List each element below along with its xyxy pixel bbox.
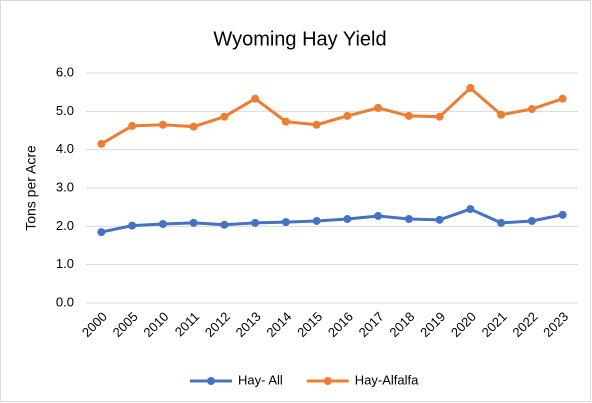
chart-title: Wyoming Hay Yield xyxy=(213,28,386,50)
data-point xyxy=(558,210,567,219)
y-tick-label: 1.0 xyxy=(56,256,74,271)
legend-marker xyxy=(323,377,332,385)
data-point xyxy=(97,139,106,148)
data-point xyxy=(189,218,198,227)
data-point xyxy=(251,94,260,103)
y-tick-label: 5.0 xyxy=(56,103,74,118)
data-point xyxy=(435,215,444,224)
data-point xyxy=(220,220,229,229)
y-axis-label: Tons per Acre xyxy=(23,145,39,231)
data-point xyxy=(281,117,290,126)
y-tick-label: 4.0 xyxy=(56,141,74,156)
y-tick-label: 2.0 xyxy=(56,218,74,233)
data-point xyxy=(497,110,506,119)
data-point xyxy=(404,111,413,120)
data-point xyxy=(220,112,229,121)
data-point xyxy=(158,220,167,229)
data-point xyxy=(497,218,506,227)
legend-label: Hay- All xyxy=(238,372,283,387)
data-point xyxy=(189,122,198,131)
data-point xyxy=(374,211,383,220)
data-point xyxy=(343,111,352,120)
data-point xyxy=(558,94,567,103)
data-point xyxy=(404,215,413,224)
series-line xyxy=(100,86,564,146)
data-point xyxy=(343,215,352,224)
data-point xyxy=(374,103,383,112)
data-point xyxy=(158,120,167,129)
data-point xyxy=(281,218,290,227)
data-point xyxy=(128,221,137,230)
y-tick-label: 3.0 xyxy=(56,179,74,194)
data-point xyxy=(312,120,321,129)
y-tick-label: 0.0 xyxy=(56,294,74,309)
data-point xyxy=(128,121,137,130)
data-point xyxy=(97,228,106,237)
legend-marker xyxy=(207,377,215,385)
y-tick-label: 6.0 xyxy=(56,64,74,79)
data-point xyxy=(251,218,260,227)
data-point xyxy=(527,216,536,225)
data-point xyxy=(527,105,536,114)
data-point xyxy=(312,216,321,225)
data-point xyxy=(435,112,444,121)
data-point xyxy=(466,83,475,92)
legend-label: Hay-Alfalfa xyxy=(355,372,419,387)
data-point xyxy=(466,205,475,214)
series-line xyxy=(101,207,563,234)
